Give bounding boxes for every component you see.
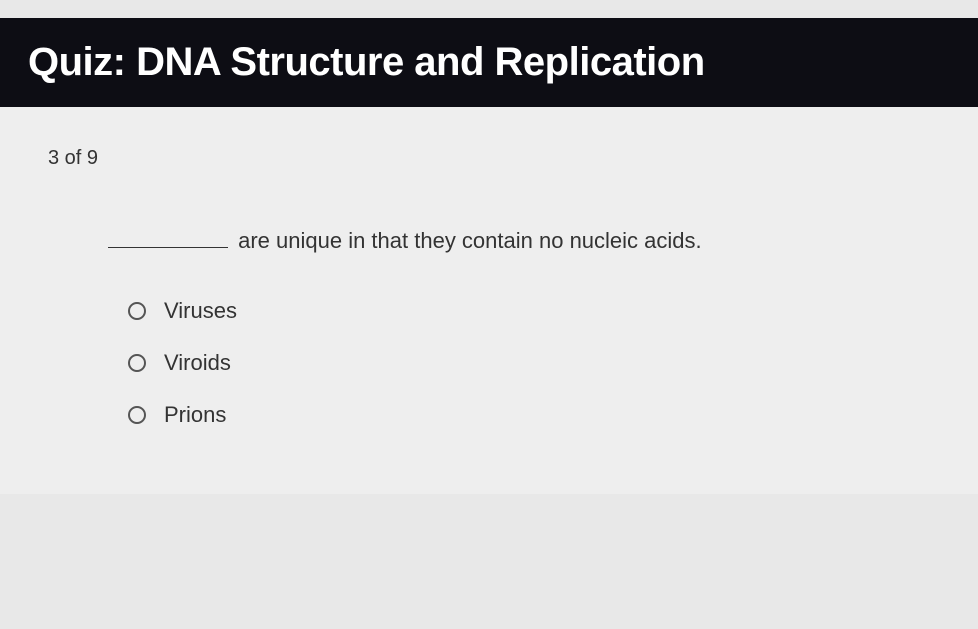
radio-icon xyxy=(128,406,146,424)
option-prions[interactable]: Prions xyxy=(128,402,930,428)
options-list: Viruses Viroids Prions xyxy=(128,298,930,428)
radio-icon xyxy=(128,354,146,372)
option-label: Viruses xyxy=(164,298,237,324)
radio-icon xyxy=(128,302,146,320)
progress-indicator: 3 of 9 xyxy=(48,147,930,170)
quiz-header: Quiz: DNA Structure and Replication xyxy=(0,18,978,107)
option-label: Prions xyxy=(164,402,226,428)
option-viruses[interactable]: Viruses xyxy=(128,298,930,324)
quiz-body: 3 of 9 are unique in that they contain n… xyxy=(0,107,978,494)
question-suffix: are unique in that they contain no nucle… xyxy=(232,228,702,253)
quiz-title: Quiz: DNA Structure and Replication xyxy=(28,40,950,85)
option-label: Viroids xyxy=(164,350,231,376)
question-text: are unique in that they contain no nucle… xyxy=(108,228,930,254)
fill-in-blank xyxy=(108,247,228,248)
option-viroids[interactable]: Viroids xyxy=(128,350,930,376)
